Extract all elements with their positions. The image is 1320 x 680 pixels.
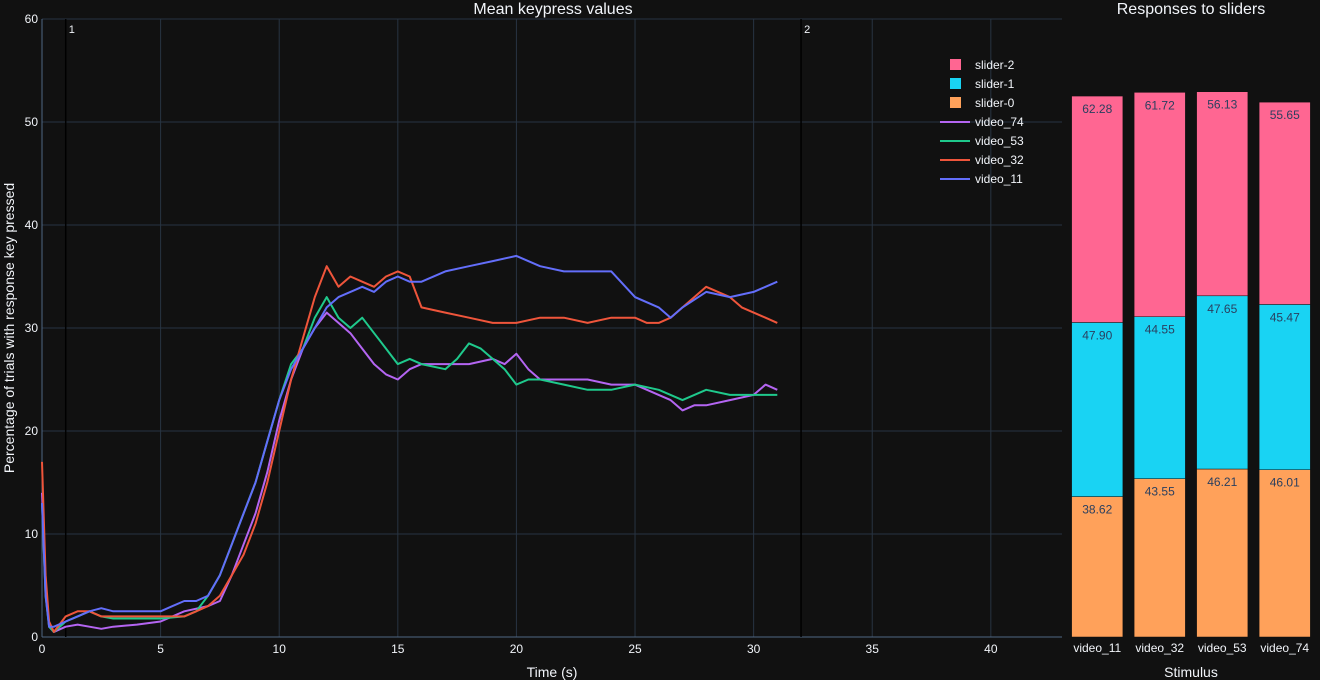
- bar-x-axis-title: Stimulus: [1164, 664, 1218, 680]
- bar-segment-slider-2[interactable]: [1071, 95, 1124, 323]
- bar-category-label: video_74: [1260, 641, 1309, 655]
- legend-item-video_53[interactable]: video_53: [940, 134, 1024, 148]
- legend-swatch: [950, 59, 961, 70]
- y-tick-label: 40: [25, 218, 39, 232]
- series-line-video_32[interactable]: [41, 265, 778, 633]
- legend-item-video_74[interactable]: video_74: [940, 115, 1024, 129]
- series-line-video_11[interactable]: [41, 254, 778, 628]
- bar-value-label: 43.55: [1145, 485, 1175, 499]
- x-tick-label: 0: [39, 642, 46, 656]
- bar-value-label: 55.65: [1270, 108, 1300, 122]
- bar-chart-title: Responses to sliders: [1117, 1, 1266, 18]
- legend-item-video_11[interactable]: video_11: [940, 172, 1023, 186]
- y-tick-label: 50: [25, 115, 39, 129]
- x-tick-label: 30: [747, 642, 761, 656]
- line-chart-title: Mean keypress values: [473, 1, 632, 18]
- bar-segment-slider-0[interactable]: [1196, 468, 1249, 638]
- legend-item-video_32[interactable]: video_32: [940, 153, 1024, 167]
- bar-value-label: 62.28: [1082, 102, 1112, 116]
- y-tick-label: 10: [25, 527, 39, 541]
- series-line-video_53[interactable]: [41, 296, 778, 633]
- bar-segment-slider-0[interactable]: [1071, 496, 1124, 638]
- legend-label: video_11: [975, 172, 1023, 186]
- bar-segment-slider-0[interactable]: [1258, 469, 1311, 638]
- x-tick-label: 20: [510, 642, 524, 656]
- legend-item-slider-2[interactable]: slider-2: [950, 58, 1015, 72]
- legend-swatch: [950, 97, 961, 108]
- bar-value-label: 44.55: [1145, 323, 1175, 337]
- bar-value-label: 61.72: [1145, 98, 1175, 112]
- gridlines: [41, 18, 1062, 638]
- bar-category-label: video_11: [1073, 641, 1121, 655]
- bar-value-label: 56.13: [1207, 98, 1237, 112]
- bar-value-label: 46.01: [1270, 476, 1300, 490]
- legend-swatch: [950, 78, 961, 89]
- x-tick-label: 5: [157, 642, 164, 656]
- legend-label: video_32: [975, 153, 1024, 167]
- y-tick-label: 0: [31, 630, 38, 644]
- event-marker-label: 1: [69, 24, 75, 36]
- bar-chart-panel: 38.62 47.90 62.28 video_11 43.55 44.55 61.72 vi…: [1071, 1, 1311, 680]
- y-tick-label: 30: [25, 321, 39, 335]
- bar-category-label: video_53: [1198, 641, 1247, 655]
- x-tick-label: 10: [273, 642, 287, 656]
- bar-segment-slider-0[interactable]: [1133, 478, 1186, 638]
- bar-segment-slider-2[interactable]: [1258, 101, 1311, 305]
- y-tick-label: 60: [25, 12, 39, 26]
- x-tick-label: 15: [391, 642, 405, 656]
- bar-segment-slider-1[interactable]: [1258, 304, 1311, 470]
- legend-label: slider-2: [975, 58, 1015, 72]
- line-chart-panel: 0 10 20 30 40 50 60 0 5 10 15 20 25 30 35 40 1 2 Mean keyp…: [1, 1, 1062, 680]
- legend-label: slider-0: [975, 96, 1015, 110]
- bar-value-label: 46.21: [1207, 475, 1237, 489]
- legend[interactable]: slider-2 slider-1 slider-0 video_74 video_53…: [940, 58, 1024, 186]
- x-tick-label: 40: [984, 642, 998, 656]
- series-line-video_74[interactable]: [41, 311, 778, 633]
- bar-segment-slider-1[interactable]: [1071, 322, 1124, 497]
- bar-segment-slider-1[interactable]: [1133, 316, 1186, 479]
- bar-value-label: 47.65: [1207, 302, 1237, 316]
- x-tick-label: 25: [628, 642, 642, 656]
- bar-segment-slider-1[interactable]: [1196, 295, 1249, 470]
- y-axis-title: Percentage of trials with response key p…: [1, 183, 17, 473]
- legend-item-slider-0[interactable]: slider-0: [950, 96, 1015, 110]
- bar-value-label: 45.47: [1270, 310, 1300, 324]
- legend-label: slider-1: [975, 77, 1015, 91]
- bar-segment-slider-2[interactable]: [1196, 91, 1249, 297]
- bar-segment-slider-2[interactable]: [1133, 92, 1186, 317]
- x-tick-label: 35: [866, 642, 880, 656]
- series-lines: [41, 254, 778, 633]
- legend-label: video_74: [975, 115, 1024, 129]
- legend-label: video_53: [975, 134, 1024, 148]
- event-marker-label: 2: [804, 24, 810, 36]
- bar-value-label: 47.90: [1082, 328, 1112, 342]
- legend-item-slider-1[interactable]: slider-1: [950, 77, 1015, 91]
- x-axis-title: Time (s): [527, 664, 578, 680]
- bar-category-label: video_32: [1135, 641, 1184, 655]
- y-tick-label: 20: [25, 424, 39, 438]
- bar-value-label: 38.62: [1082, 503, 1112, 517]
